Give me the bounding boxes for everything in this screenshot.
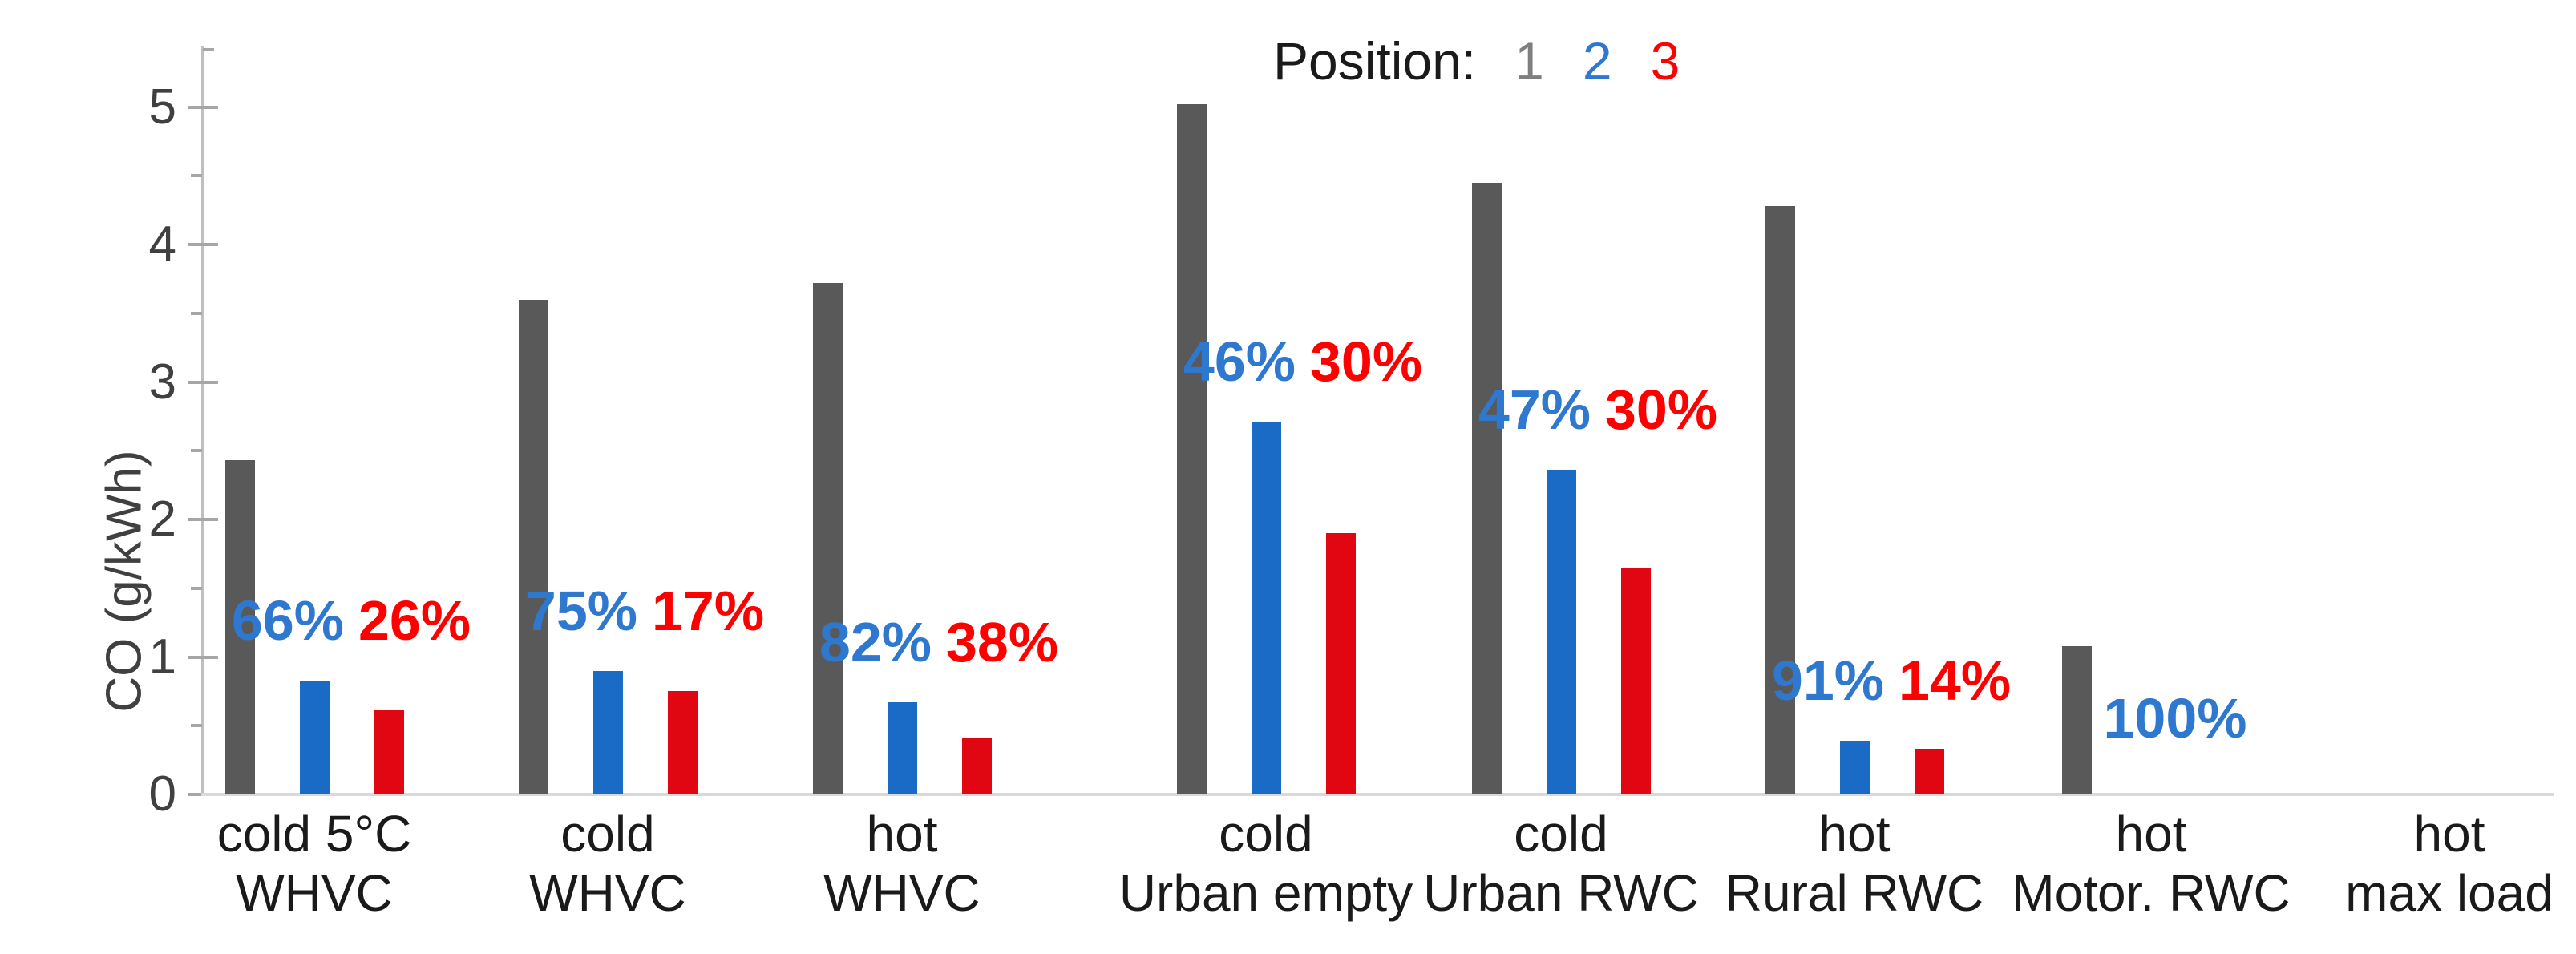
percent-labels: 66% 26% (232, 588, 471, 653)
y-axis-tick-label: 0 (148, 766, 176, 822)
y-axis-major-tick (188, 105, 218, 109)
bar-pos1 (1471, 182, 1502, 794)
x-axis-category-label-line: WHVC (823, 864, 981, 922)
bar-pos2 (1839, 741, 1870, 794)
bar-pos1 (518, 299, 548, 794)
x-axis-category-label-line: Rural RWC (1725, 864, 1984, 922)
y-axis-minor-tick (191, 174, 202, 178)
legend-entry-2: 2 (1582, 31, 1612, 91)
y-axis-major-tick (188, 655, 218, 659)
x-axis-category-label-line: Urban RWC (1423, 864, 1699, 922)
percent-label-pos2: 91% (1771, 649, 1884, 713)
x-axis-category-label-line: WHVC (529, 864, 686, 922)
y-axis-tick-label: 5 (148, 79, 176, 135)
x-axis-category-label-line: hot (2413, 805, 2485, 863)
bar-pos2 (1251, 422, 1281, 794)
percent-label-pos3: 17% (652, 579, 765, 642)
y-axis-tick-label: 3 (148, 354, 176, 410)
percent-labels: 47% 30% (1478, 378, 1717, 442)
bar-pos1 (1176, 104, 1207, 794)
percent-label-pos3: 30% (1605, 378, 1718, 442)
percent-labels: 100% (2103, 686, 2246, 750)
y-axis-minor-tick (191, 449, 202, 453)
percent-label-pos3: 30% (1310, 330, 1423, 394)
bar-pos3 (1325, 533, 1356, 794)
x-axis-category-label-line: cold (1219, 805, 1313, 863)
y-axis-tick-label: 4 (148, 216, 176, 272)
bar-pos3 (374, 710, 404, 794)
y-axis-major-tick (188, 380, 218, 384)
legend-title: Position: (1273, 31, 1477, 91)
x-axis-category-label-line: cold (560, 805, 655, 863)
y-axis-minor-tick (191, 311, 202, 315)
percent-label-pos2: 100% (2103, 687, 2247, 750)
bar-pos1 (2061, 645, 2092, 794)
y-axis-tick-label: 1 (148, 629, 176, 685)
y-axis (201, 46, 204, 796)
x-axis-category-label-line: hot (1818, 805, 1891, 863)
y-axis-end-tick (203, 48, 214, 51)
bar-pos3 (1914, 749, 1944, 794)
bar-pos2 (592, 670, 623, 794)
bar-pos3 (961, 738, 992, 794)
x-axis-category-label: hot Motor. RWC (2012, 804, 2290, 923)
x-axis-category-label: cold Urban empty (1119, 804, 1413, 923)
percent-label-pos3: 14% (1899, 649, 2012, 713)
x-axis-category-label-line: cold (1514, 805, 1608, 863)
y-axis-major-tick (188, 243, 218, 246)
x-axis-category-label: hot Rural RWC (1725, 804, 1984, 923)
x-axis-category-label: cold 5°C WHVC (217, 804, 412, 923)
x-axis-category-label-line: hot (2115, 805, 2187, 863)
bar-pos1 (812, 283, 843, 794)
y-axis-minor-tick (191, 724, 202, 728)
x-axis-category-label-line: WHVC (236, 864, 393, 922)
y-axis-major-tick (188, 518, 218, 521)
bar-pos2 (1546, 470, 1576, 794)
y-axis-tick-label: 2 (148, 491, 176, 547)
x-axis (201, 793, 2554, 796)
legend-entry-1: 1 (1514, 31, 1544, 91)
percent-labels: 82% 38% (819, 610, 1058, 674)
bar-pos2 (887, 702, 917, 794)
y-axis-minor-tick (191, 586, 202, 590)
bar-pos3 (667, 691, 698, 794)
percent-label-pos2: 47% (1478, 378, 1591, 442)
percent-label-pos3: 26% (358, 588, 471, 652)
percent-labels: 91% 14% (1772, 649, 2011, 713)
percent-label-pos2: 66% (231, 588, 344, 652)
percent-label-pos2: 75% (524, 579, 637, 642)
percent-label-pos3: 38% (946, 611, 1059, 674)
percent-label-pos2: 46% (1183, 330, 1296, 394)
percent-labels: 75% 17% (525, 579, 764, 643)
x-axis-category-label-line: Urban empty (1118, 864, 1413, 922)
percent-labels: 46% 30% (1183, 329, 1422, 394)
x-axis-category-label: hot WHVC (823, 804, 981, 923)
x-axis-category-label: cold Urban RWC (1423, 804, 1699, 923)
x-axis-category-label-line: cold 5°C (216, 805, 412, 863)
bar-pos2 (299, 680, 330, 794)
x-axis-category-label-line: Motor. RWC (2012, 864, 2291, 922)
bar-pos1 (1765, 205, 1795, 794)
legend-entry-3: 3 (1650, 31, 1680, 91)
x-axis-category-label: hot max load (2345, 804, 2554, 923)
bar-pos1 (224, 460, 255, 794)
x-axis-category-label-line: hot (866, 805, 938, 863)
x-axis-category-label: cold WHVC (529, 804, 686, 923)
percent-label-pos2: 82% (819, 611, 932, 674)
bar-pos3 (1620, 568, 1651, 794)
x-axis-category-label-line: max load (2345, 864, 2554, 922)
